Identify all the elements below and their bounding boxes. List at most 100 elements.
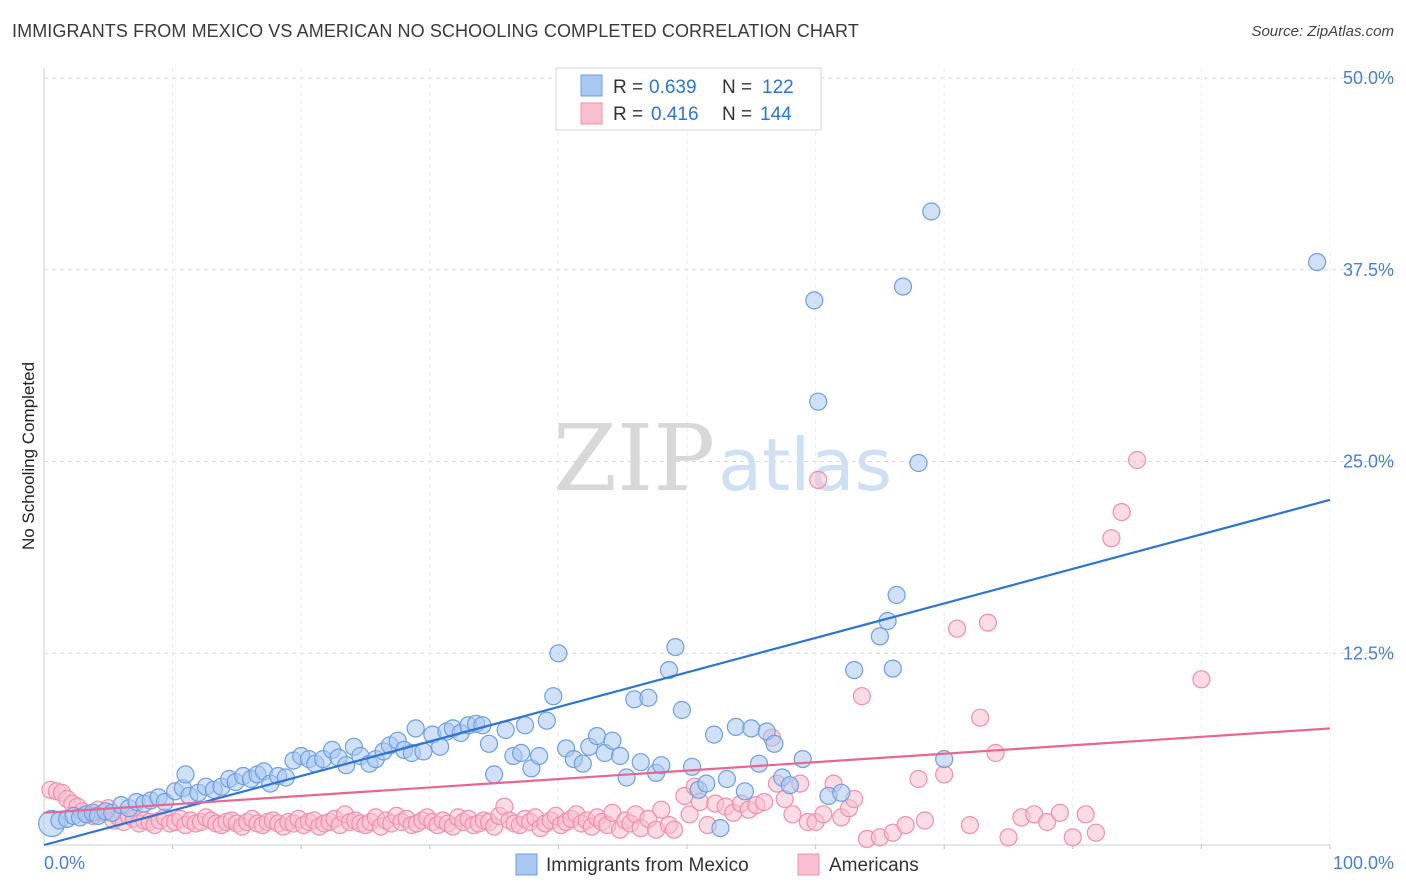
point-americans [1037, 812, 1057, 832]
point-mexico [805, 291, 824, 310]
point-mexico [406, 719, 425, 738]
legend-pink-r-label: R = [613, 104, 643, 125]
point-mexico [870, 627, 890, 646]
point-mexico [697, 774, 716, 793]
chart-title: IMMIGRANTS FROM MEXICO VS AMERICAN NO SC… [12, 21, 859, 41]
point-mexico [735, 782, 755, 801]
point-americans [947, 619, 967, 638]
trend-lines [43, 498, 1331, 847]
point-americans [935, 765, 954, 784]
watermark: ZIP atlas [553, 405, 892, 512]
legend-pink-r-value: 0.416 [651, 104, 699, 125]
y-tick-label: 37.5% [1343, 260, 1394, 280]
point-mexico [652, 756, 671, 775]
point-americans [1076, 805, 1095, 824]
point-mexico [610, 746, 630, 766]
point-mexico [639, 688, 658, 707]
point-mexico [717, 769, 737, 789]
point-mexico [515, 716, 535, 735]
point-mexico [587, 726, 607, 746]
point-mexico [780, 776, 800, 795]
point-mexico [603, 731, 622, 750]
point-mexico [711, 818, 730, 838]
gridlines [44, 68, 1394, 845]
legend-blue-swatch [580, 74, 603, 97]
point-mexico [659, 660, 679, 680]
legend-americans-swatch [797, 853, 820, 876]
point-mexico [549, 644, 568, 663]
point-mexico [511, 743, 531, 763]
point-mexico [883, 659, 902, 678]
source-label: Source: ZipAtlas.com [1251, 23, 1394, 40]
point-mexico [682, 757, 702, 776]
point-mexico [479, 734, 499, 753]
point-americans [909, 769, 928, 789]
point-mexico [909, 453, 928, 473]
point-americans [960, 815, 980, 835]
point-americans [1112, 502, 1131, 522]
legend-pink-n-value: 144 [760, 104, 792, 125]
point-mexico [793, 749, 812, 769]
y-tick-label: 12.5% [1343, 643, 1394, 663]
point-mexico [485, 765, 504, 784]
point-mexico [1307, 253, 1327, 272]
point-americans [814, 805, 833, 824]
point-mexico [922, 202, 941, 221]
point-mexico [617, 768, 636, 787]
point-americans [1086, 823, 1106, 842]
point-americans [971, 708, 990, 727]
series-americans-points [41, 450, 1211, 849]
point-americans [852, 687, 872, 706]
y-tick-label: 50.0% [1343, 68, 1394, 88]
trend-line-americans [43, 727, 1331, 814]
legend-blue-r-value: 0.639 [649, 77, 697, 98]
point-americans [664, 820, 684, 839]
x-tick-label-100: 100.0% [1333, 853, 1394, 873]
point-mexico [537, 711, 556, 730]
point-mexico [544, 687, 563, 706]
legend-pink-n-label: N = [722, 104, 752, 125]
point-mexico [496, 720, 515, 740]
point-mexico [726, 717, 746, 737]
point-americans [1192, 670, 1211, 689]
point-americans [755, 792, 774, 812]
legend-pink-swatch [580, 102, 603, 125]
y-tick-label: 25.0% [1343, 452, 1394, 472]
x-tick-label-0: 0.0% [44, 853, 85, 873]
legend-blue-r-label: R = [613, 77, 643, 98]
point-mexico [176, 765, 195, 784]
legend-mexico-label: Immigrants from Mexico [546, 855, 749, 876]
point-americans [783, 805, 802, 824]
trend-line-mexico [43, 498, 1331, 847]
point-americans [1050, 803, 1070, 822]
legend-americans-label: Americans [829, 855, 919, 876]
x-ticks [172, 845, 1331, 849]
legend-blue-n-label: N = [722, 77, 752, 98]
point-mexico [666, 637, 685, 657]
series-mexico-points [38, 202, 1327, 838]
point-mexico [845, 660, 864, 680]
point-americans [809, 470, 828, 489]
point-mexico [631, 753, 650, 772]
point-mexico [672, 700, 692, 720]
point-americans [680, 805, 699, 824]
legend-series: Immigrants from Mexico Americans [515, 853, 919, 876]
point-mexico [832, 783, 851, 802]
point-mexico [704, 725, 724, 744]
point-mexico [887, 585, 906, 605]
watermark-zip: ZIP [553, 405, 715, 512]
point-mexico [749, 754, 769, 773]
point-mexico [742, 719, 761, 738]
point-mexico [765, 734, 784, 753]
legend-blue-n-value: 122 [762, 77, 794, 98]
point-americans [896, 815, 915, 835]
point-americans [1127, 450, 1147, 470]
legend-stats: R = 0.639 N = 122 R = 0.416 N = 144 [555, 67, 822, 131]
point-americans [978, 613, 998, 632]
y-tick-labels: 12.5% 25.0% 37.5% 50.0% [1343, 68, 1394, 663]
point-americans [652, 800, 671, 819]
point-mexico [893, 277, 913, 296]
point-mexico [809, 392, 828, 411]
point-americans [1063, 828, 1082, 847]
